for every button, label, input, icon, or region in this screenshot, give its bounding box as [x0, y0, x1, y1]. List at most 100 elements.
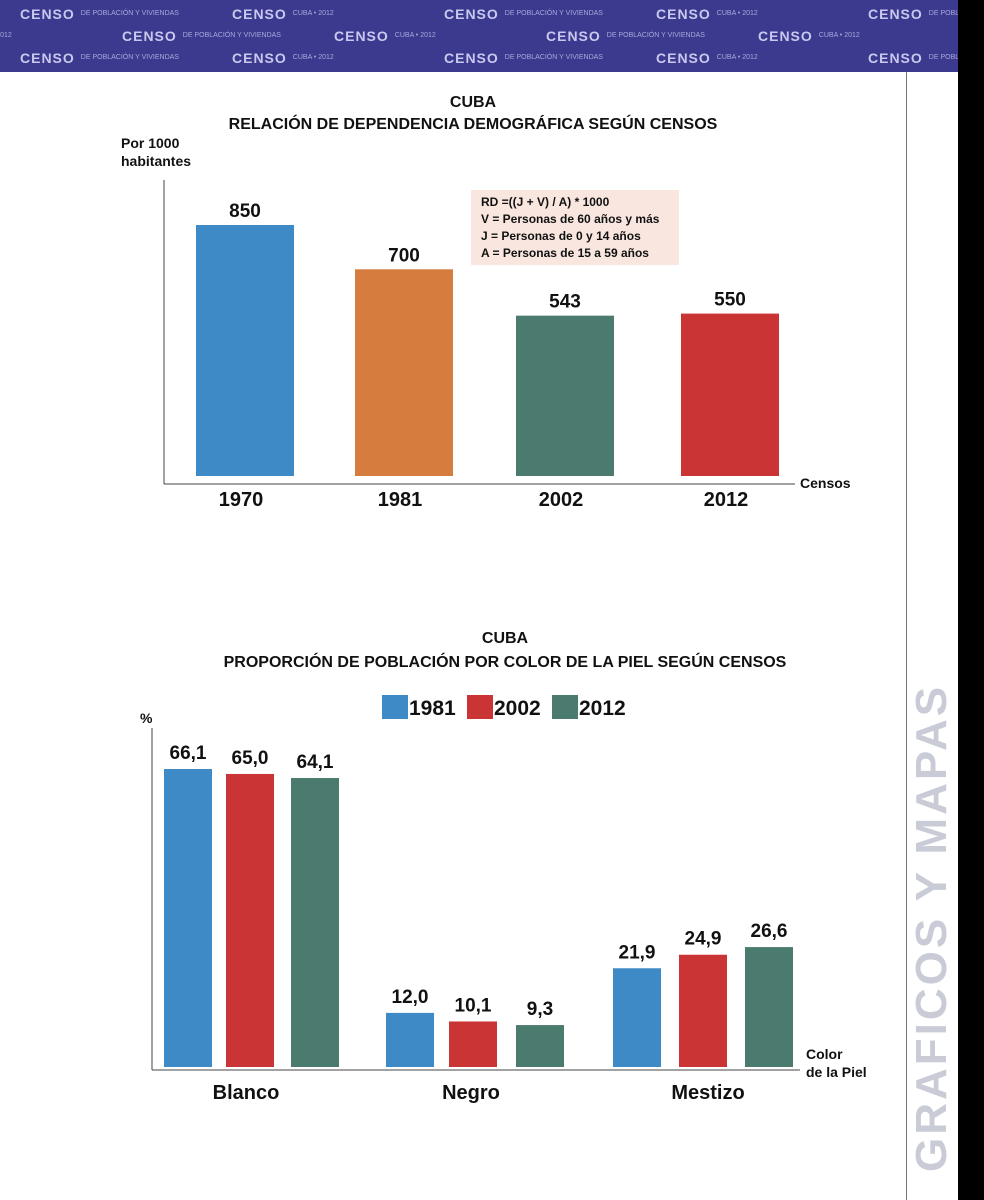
banner-word: CENSO — [868, 50, 923, 66]
banner-word: CENSO — [232, 50, 287, 66]
bar-value-label: 64,1 — [297, 752, 334, 773]
banner-subtext: DE POBLACIÓN Y VIVIENDAS — [182, 32, 281, 39]
right-edge-strip — [958, 0, 984, 1200]
formula-note-box — [471, 190, 679, 265]
bar-Mestizo-2002 — [679, 954, 727, 1067]
banner-subtext: DE POBLACIÓN Y VIVIENDAS — [928, 54, 958, 61]
banner-subtext: DE POBLACIÓN Y VIVIENDAS — [504, 10, 603, 17]
formula-note-line: J = Personas de 0 y 14 años — [481, 229, 641, 243]
banner-word: CENSO — [546, 28, 601, 44]
x-tick-label: 1981 — [378, 489, 423, 511]
x-tick-label: Blanco — [213, 1082, 280, 1104]
banner-word: CENSO — [868, 6, 923, 22]
chart-title: CUBA — [482, 630, 529, 647]
banner-word: CENSO — [20, 6, 75, 22]
legend-swatch-1981 — [382, 695, 408, 719]
bar-value-label: 26,6 — [751, 921, 788, 942]
x-tick-label: 2002 — [539, 489, 584, 511]
x-tick-label: Mestizo — [671, 1082, 744, 1104]
banner-censo-mark: CENSO DE POBLACIÓN Y VIVIENDAS — [444, 6, 656, 24]
banner-censo-mark: CENSO DE POBLACIÓN Y VIVIENDAS — [444, 50, 656, 68]
legend-label: 1981 — [409, 697, 456, 720]
banner-word: CENSO — [656, 50, 711, 66]
banner-subtext: CUBA • 2012 — [394, 32, 436, 39]
banner-censo-mark: CENSO CUBA • 2012 — [232, 6, 444, 24]
banner-subtext: CUBA • 2012 — [0, 32, 12, 39]
banner-subtext: CUBA • 2012 — [716, 10, 758, 17]
banner-word: CENSO — [122, 28, 177, 44]
formula-note-line: RD =((J + V) / A) * 1000 — [481, 195, 610, 209]
banner-subtext: DE POBLACIÓN Y VIVIENDAS — [80, 10, 179, 17]
bar-value-label: 700 — [388, 245, 420, 266]
banner-word: CENSO — [334, 28, 389, 44]
banner-subtext: DE POBLACIÓN Y VIVIENDAS — [928, 10, 958, 17]
banner-censo-mark: CENSO CUBA • 2012 — [334, 28, 546, 46]
x-tick-label: 1970 — [219, 489, 264, 511]
bar-1970 — [196, 225, 294, 476]
legend-label: 2012 — [579, 697, 626, 720]
census-banner: CENSO DE POBLACIÓN Y VIVIENDAS CENSO CUBA •… — [0, 0, 958, 72]
banner-row: CENSO DE POBLACIÓN Y VIVIENDAS CENSO CUBA •… — [20, 50, 958, 68]
bar-Blanco-2012 — [291, 778, 339, 1067]
banner-censo-mark: CENSO CUBA • 2012 — [656, 6, 868, 24]
side-label-text: GRAFICOS Y MAPAS — [907, 684, 956, 1172]
bar-value-label: 21,9 — [619, 942, 656, 963]
bar-value-label: 12,0 — [392, 987, 429, 1008]
bar-Blanco-2002 — [226, 773, 274, 1067]
y-axis-label: % — [140, 710, 153, 726]
chart-title: CUBA — [450, 94, 497, 111]
banner-censo-mark: CENSO DE POBLACIÓN Y VIVIENDAS — [20, 50, 232, 68]
bar-value-label: 550 — [714, 290, 746, 311]
banner-subtext: DE POBLACIÓN Y VIVIENDAS — [504, 54, 603, 61]
banner-subtext: CUBA • 2012 — [292, 54, 334, 61]
bar-Negro-1981 — [386, 1012, 434, 1067]
banner-censo-mark: CENSO DE POBLACIÓN Y VIVIENDAS — [122, 28, 334, 46]
banner-censo-mark: CENSO DE POBLACIÓN Y VIVIENDAS — [868, 50, 958, 68]
bar-value-label: 65,0 — [232, 748, 269, 769]
bar-2012 — [681, 313, 779, 476]
bar-value-label: 850 — [229, 201, 261, 222]
chart-skin-color: CUBA PROPORCIÓN DE POBLACIÓN POR COLOR DE… — [140, 630, 867, 1104]
banner-word: CENSO — [758, 28, 813, 44]
x-tick-label: 2012 — [704, 489, 749, 511]
y-axis-label: Por 1000 — [121, 135, 180, 151]
banner-word: CENSO — [20, 50, 75, 66]
banner-censo-mark: CENSO DE POBLACIÓN Y VIVIENDAS — [868, 6, 958, 24]
banner-word: CENSO — [656, 6, 711, 22]
banner-subtext: CUBA • 2012 — [818, 32, 860, 39]
banner-word: CENSO — [232, 6, 287, 22]
x-axis-label: Censos — [800, 475, 851, 491]
bar-value-label: 10,1 — [455, 995, 492, 1016]
banner-censo-mark: CENSO DE POBLACIÓN Y VIVIENDAS — [20, 6, 232, 24]
bar-value-label: 9,3 — [527, 999, 553, 1020]
bar-Mestizo-2012 — [745, 947, 793, 1067]
legend-label: 2002 — [494, 697, 541, 720]
bar-value-label: 24,9 — [685, 929, 722, 950]
banner-row: CENSO DE POBLACIÓN Y VIVIENDAS CENSO CUBA •… — [20, 6, 958, 24]
bar-value-label: 66,1 — [170, 743, 207, 764]
banner-subtext: CUBA • 2012 — [292, 10, 334, 17]
banner-censo-mark: CENSO DE POBLACIÓN Y VIVIENDAS — [546, 28, 758, 46]
banner-censo-mark: CENSO CUBA • 2012 — [758, 28, 958, 46]
side-label: GRAFICOS Y MAPAS — [907, 684, 956, 1172]
bar-Negro-2012 — [516, 1025, 564, 1067]
bar-Mestizo-1981 — [613, 968, 661, 1067]
banner-subtext: DE POBLACIÓN Y VIVIENDAS — [606, 32, 705, 39]
banner-row: CENSO CUBA • 2012 CENSO DE POBLACIÓN Y VIVI… — [0, 28, 958, 46]
chart-subtitle: PROPORCIÓN DE POBLACIÓN POR COLOR DE LA … — [224, 652, 787, 671]
chart-dependency-ratio: CUBA RELACIÓN DE DEPENDENCIA DEMOGRÁFICA … — [121, 94, 851, 511]
bar-2002 — [516, 315, 614, 476]
legend-swatch-2002 — [467, 695, 493, 719]
bar-1981 — [355, 269, 453, 476]
page-divider — [906, 72, 907, 1200]
bar-Blanco-1981 — [164, 769, 212, 1067]
banner-subtext: CUBA • 2012 — [716, 54, 758, 61]
bar-value-label: 543 — [549, 292, 581, 313]
banner-word: CENSO — [444, 50, 499, 66]
y-axis-label: habitantes — [121, 153, 191, 169]
bar-Negro-2002 — [449, 1021, 497, 1067]
formula-note-line: A = Personas de 15 a 59 años — [481, 246, 649, 260]
banner-censo-mark: CENSO CUBA • 2012 — [656, 50, 868, 68]
banner-censo-mark: CENSO CUBA • 2012 — [232, 50, 444, 68]
